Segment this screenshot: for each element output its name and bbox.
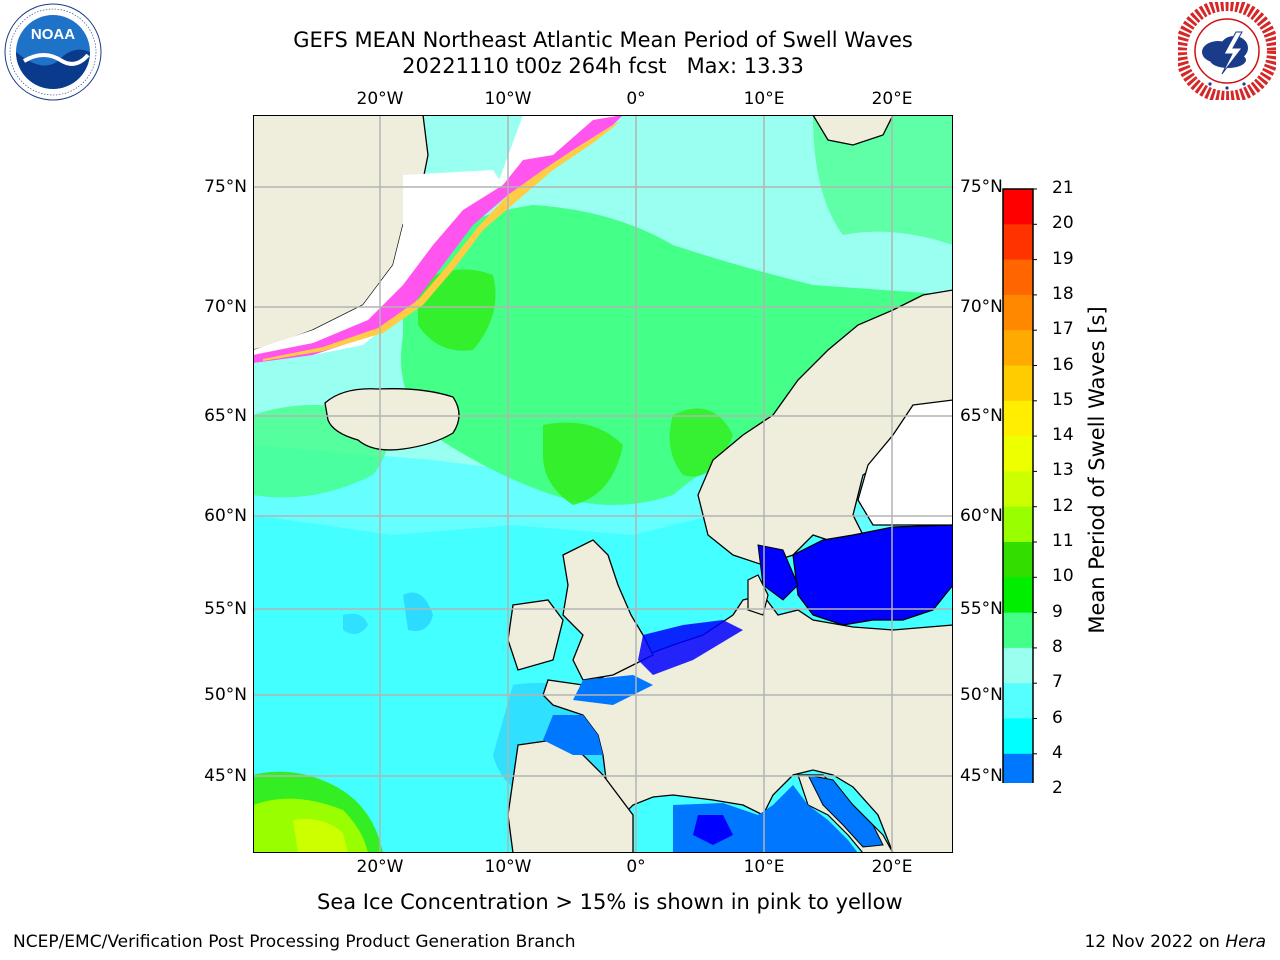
colorbar-segment xyxy=(1003,400,1033,437)
colorbar-tick-label: 19 xyxy=(1052,248,1074,269)
lat-label-left: 50°N xyxy=(204,685,247,705)
footer-date: 12 Nov 2022 on Hera xyxy=(1084,932,1266,952)
colorbar-segment xyxy=(1003,577,1033,614)
colorbar-tick-label: 17 xyxy=(1052,319,1074,340)
plot-subtitle: 20221110 t00z 264h fcst Max: 13.33 xyxy=(402,54,804,78)
colorbar-segment xyxy=(1003,647,1033,684)
lon-label-top: 10°E xyxy=(743,89,785,109)
lat-label-right: 50°N xyxy=(960,685,1003,705)
lat-label-right: 45°N xyxy=(960,766,1003,786)
lon-label-bottom: 0° xyxy=(626,857,646,877)
lat-label-right: 65°N xyxy=(960,406,1003,426)
colorbar-segment xyxy=(1003,753,1033,790)
lon-label-top: 20°E xyxy=(871,89,913,109)
colorbar-tick-label: 15 xyxy=(1052,389,1074,410)
lat-label-right: 70°N xyxy=(960,297,1003,317)
lon-label-bottom: 10°W xyxy=(484,857,532,877)
colorbar-tick-label: 14 xyxy=(1052,425,1074,446)
lat-label-left: 65°N xyxy=(204,406,247,426)
lat-label-right: 55°N xyxy=(960,599,1003,619)
lat-label-right: 75°N xyxy=(960,177,1003,197)
colorbar-segment xyxy=(1003,506,1033,543)
lat-label-left: 60°N xyxy=(204,506,247,526)
lon-label-top: 20°W xyxy=(356,89,404,109)
footer-credit: NCEP/EMC/Verification Post Processing Pr… xyxy=(13,932,576,952)
colorbar-tick-label: 8 xyxy=(1052,636,1063,657)
lon-label-bottom: 20°E xyxy=(871,857,913,877)
colorbar-segment xyxy=(1003,436,1033,472)
footer-host: Hera xyxy=(1225,932,1266,952)
colorbar-segment xyxy=(1003,718,1033,755)
colorbar-tick-label: 4 xyxy=(1052,742,1063,763)
colorbar-segment xyxy=(1003,612,1033,649)
colorbar-tick-label: 6 xyxy=(1052,707,1063,728)
colorbar-tick-label: 10 xyxy=(1052,566,1074,587)
iceland-landmass xyxy=(324,388,460,451)
lon-label-bottom: 20°W xyxy=(356,857,404,877)
nws-logo-icon xyxy=(1175,0,1279,103)
map-panel xyxy=(253,115,953,853)
colorbar-tick-label: 21 xyxy=(1052,178,1074,198)
lat-label-left: 45°N xyxy=(204,766,247,786)
colorbar-segment xyxy=(1003,330,1033,366)
lon-label-top: 10°W xyxy=(484,89,532,109)
colorbar-segment xyxy=(1003,683,1033,719)
colorbar-segment xyxy=(1003,224,1033,261)
colorbar-segment xyxy=(1003,259,1033,296)
noaa-text: NOAA xyxy=(31,26,75,43)
lon-label-bottom: 10°E xyxy=(743,857,785,877)
colorbar-segment xyxy=(1003,471,1033,508)
colorbar-tick-label: 18 xyxy=(1052,283,1074,304)
colorbar-segment xyxy=(1003,542,1033,578)
colorbar-tick-label: 2 xyxy=(1052,778,1063,799)
lat-label-left: 75°N xyxy=(204,177,247,197)
footer-date-text: 12 Nov 2022 on xyxy=(1084,932,1220,952)
plot-title: GEFS MEAN Northeast Atlantic Mean Period… xyxy=(293,28,913,52)
map-gridlines xyxy=(253,115,953,853)
colorbar-tick-label: 16 xyxy=(1052,354,1074,375)
colorbar-tick-label: 20 xyxy=(1052,213,1074,234)
lat-label-left: 70°N xyxy=(204,297,247,317)
colorbar xyxy=(1001,187,1037,818)
colorbar-tick-label: 9 xyxy=(1052,601,1063,622)
noaa-logo-icon: NOAA xyxy=(4,3,102,101)
colorbar-segment xyxy=(1003,365,1033,402)
colorbar-tick-label: 11 xyxy=(1052,531,1074,551)
colorbar-title: Mean Period of Swell Waves [s] xyxy=(1085,306,1109,634)
colorbar-segment xyxy=(1003,294,1033,331)
colorbar-tick-label: 13 xyxy=(1052,460,1074,481)
svalbard-landmass xyxy=(812,115,894,146)
great-britain-landmass xyxy=(562,539,654,681)
lat-label-right: 60°N xyxy=(960,506,1003,526)
colorbar-segment xyxy=(1003,189,1033,225)
colorbar-tick-label: 12 xyxy=(1052,495,1074,516)
sea-ice-footnote-text: Sea Ice Concentration > 15% is shown in … xyxy=(317,890,903,914)
lon-label-top: 0° xyxy=(626,89,646,109)
colorbar-tick-label: 7 xyxy=(1052,672,1063,693)
lat-label-left: 55°N xyxy=(204,599,247,619)
